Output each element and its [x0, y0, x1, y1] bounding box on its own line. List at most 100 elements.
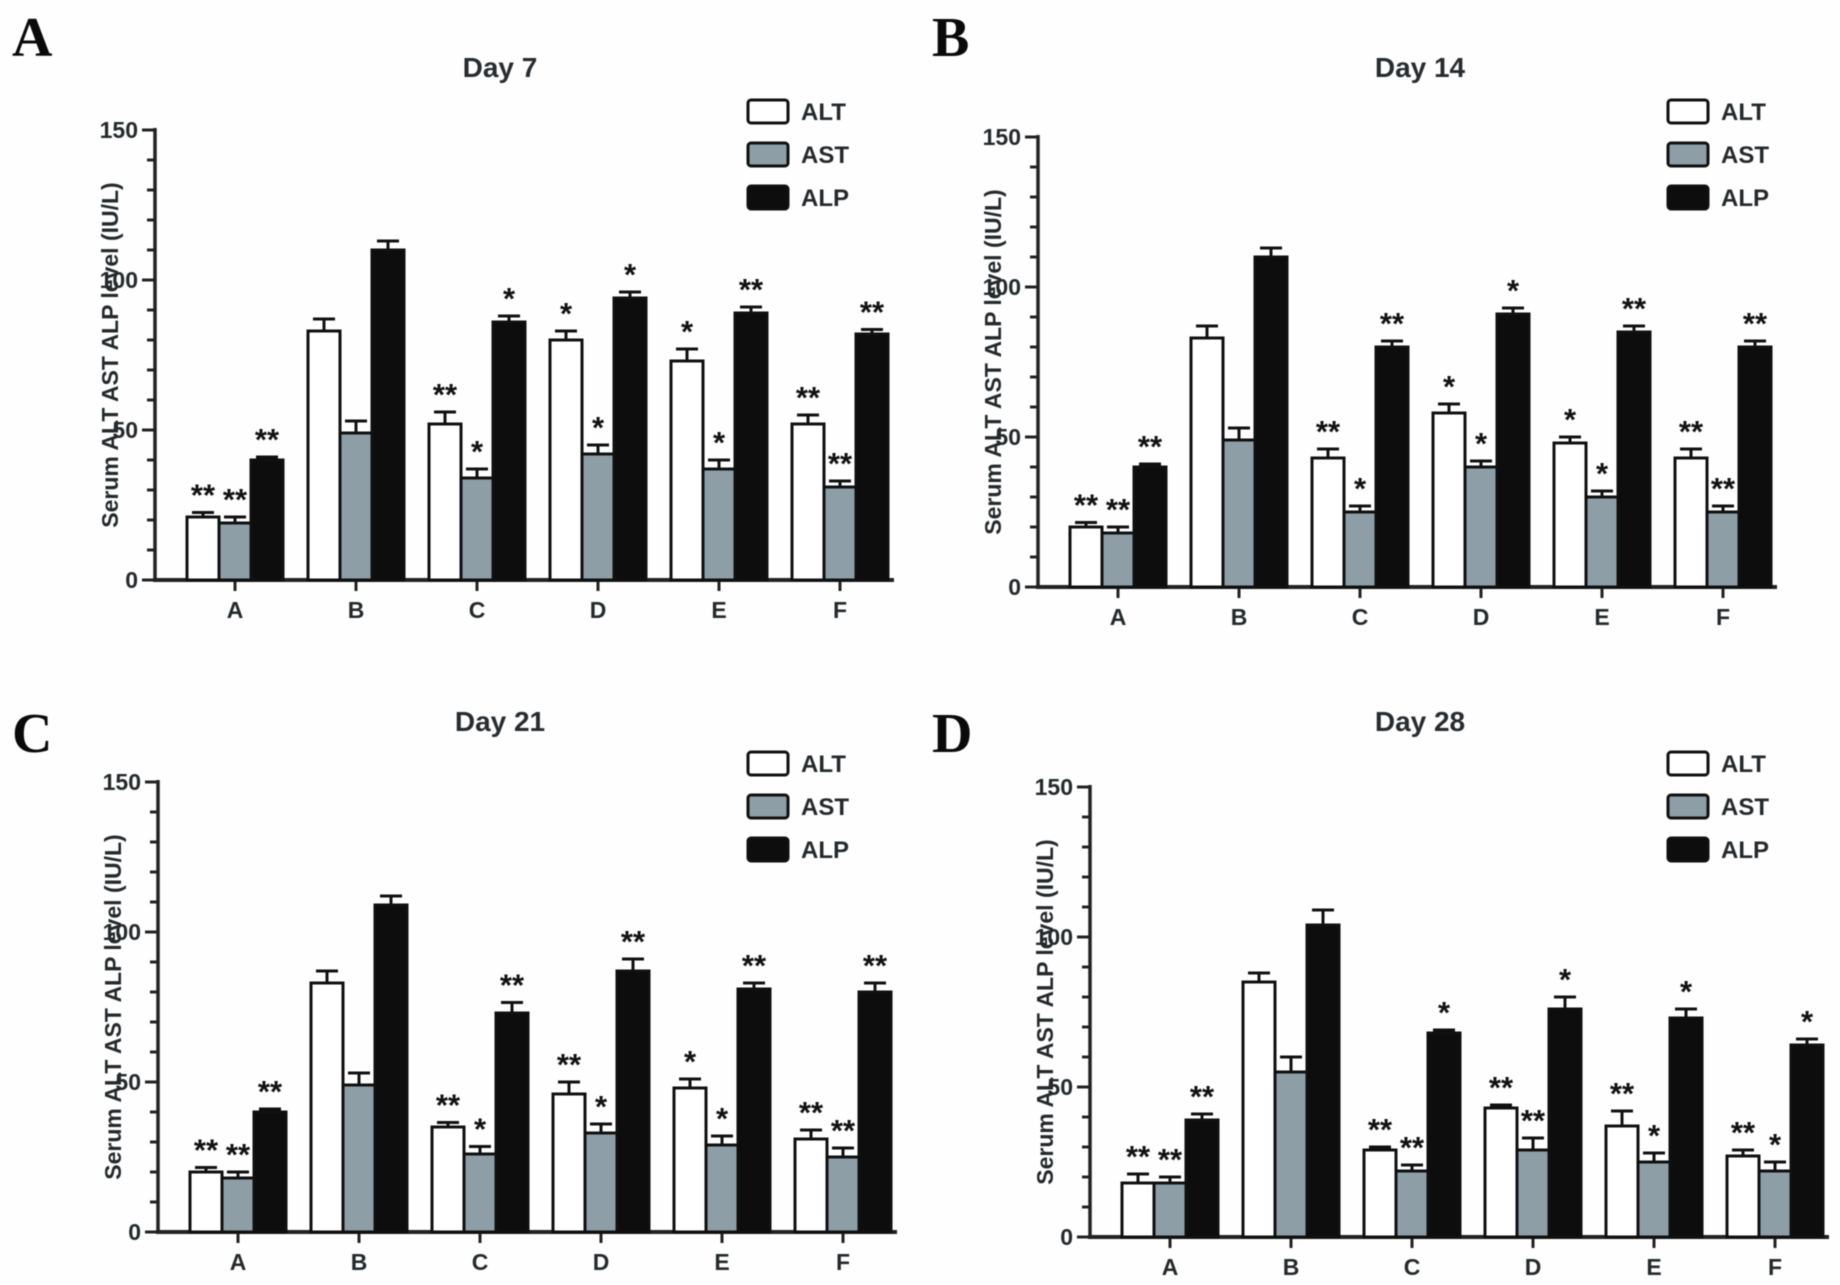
- x-tick-label: E: [1594, 604, 1609, 630]
- bar-alp-group-f: [1789, 1043, 1825, 1239]
- significance-label: *: [560, 296, 573, 331]
- y-tick-label: 150: [100, 117, 138, 143]
- bar-alp-group-d: [612, 296, 648, 582]
- x-tick-label: C: [1352, 604, 1369, 630]
- bar-alt-group-b: [306, 329, 342, 582]
- bar-alt-group-f: [793, 1137, 829, 1234]
- bar-alt-group-c: [427, 422, 463, 582]
- bar-ast-group-d: [580, 452, 616, 582]
- significance-label: **: [1138, 429, 1163, 464]
- bar-alt-group-c: [1310, 456, 1346, 589]
- bar-alt-group-a: [1120, 1181, 1156, 1239]
- legend-swatch-alp: [746, 836, 790, 863]
- legend-swatch-alp: [1666, 836, 1710, 863]
- legend-label: ALP: [801, 837, 849, 864]
- legend-label: ALT: [801, 751, 846, 778]
- x-tick-label: A: [227, 597, 244, 623]
- bar-alt-group-b: [309, 981, 345, 1234]
- significance-label: *: [1680, 974, 1693, 1009]
- bar-ast-group-b: [341, 1083, 377, 1234]
- bar-ast-group-f: [825, 1155, 861, 1234]
- bar-alt-group-f: [790, 422, 826, 582]
- significance-label: **: [1679, 414, 1704, 449]
- significance-label: **: [191, 478, 216, 513]
- significance-label: **: [223, 482, 248, 517]
- legend-swatch-ast: [746, 793, 790, 820]
- bar-alt-group-d: [551, 1092, 587, 1234]
- legend-label: ALP: [1721, 185, 1769, 212]
- y-tick-label: 50: [1047, 1074, 1073, 1100]
- x-tick-label: D: [590, 597, 607, 623]
- bar-alp-group-e: [1668, 1016, 1704, 1239]
- x-tick-label: C: [472, 1249, 489, 1275]
- significance-label: **: [1074, 488, 1099, 523]
- y-tick-label: 50: [995, 424, 1021, 450]
- significance-label: **: [796, 380, 821, 415]
- bar-alp-group-e: [1616, 330, 1652, 589]
- significance-label: *: [1443, 369, 1456, 404]
- legend-label: AST: [1721, 794, 1769, 821]
- significance-label: *: [595, 1089, 608, 1124]
- bar-alp-group-f: [857, 990, 893, 1234]
- significance-label: **: [799, 1095, 824, 1130]
- bar-alp-group-d: [1547, 1007, 1583, 1239]
- bar-ast-group-a: [217, 521, 253, 582]
- bar-alp-group-d: [1495, 312, 1531, 589]
- x-tick-label: B: [348, 597, 365, 623]
- bar-alp-group-c: [491, 320, 527, 582]
- panel-letter: D: [932, 703, 973, 765]
- significance-label: **: [226, 1137, 251, 1172]
- y-tick-label: 0: [1008, 574, 1021, 600]
- significance-label: *: [503, 281, 516, 316]
- significance-label: *: [1564, 402, 1577, 437]
- bar-ast-group-e: [1584, 495, 1620, 589]
- y-tick-label: 100: [1035, 924, 1073, 950]
- x-tick-label: B: [351, 1249, 368, 1275]
- panel-letter: A: [12, 7, 53, 69]
- bar-ast-group-d: [583, 1131, 619, 1234]
- legend-label: ALT: [801, 99, 846, 126]
- bar-ast-group-c: [459, 476, 495, 582]
- bar-ast-group-f: [822, 485, 858, 582]
- significance-label: **: [1489, 1070, 1514, 1105]
- bar-ast-group-c: [462, 1152, 498, 1234]
- significance-label: **: [1743, 306, 1768, 341]
- legend-swatch-ast: [746, 141, 790, 168]
- significance-label: **: [557, 1047, 582, 1082]
- x-tick-label: E: [714, 1249, 729, 1275]
- legend-swatch-alp: [746, 184, 790, 211]
- bar-ast-group-d: [1515, 1148, 1551, 1239]
- panel-letter: B: [932, 7, 970, 69]
- bar-ast-group-b: [338, 431, 374, 582]
- bar-alp-group-c: [494, 1011, 530, 1234]
- x-tick-label: B: [1231, 604, 1248, 630]
- bar-alp-group-c: [1426, 1031, 1462, 1239]
- bar-alt-group-e: [1552, 441, 1588, 589]
- panel-day7: A Day 7 Serum ALT AST ALP level (IU/L) 0…: [0, 0, 920, 645]
- chart-title: Day 7: [462, 52, 538, 83]
- bar-alt-group-e: [672, 1086, 708, 1234]
- significance-label: **: [1731, 1115, 1756, 1150]
- bar-alp-group-b: [370, 248, 406, 582]
- significance-label: *: [681, 314, 694, 349]
- y-tick-label: 150: [983, 124, 1021, 150]
- legend-swatch-ast: [1666, 793, 1710, 820]
- significance-label: **: [194, 1133, 219, 1168]
- x-tick-label: E: [711, 597, 726, 623]
- significance-label: *: [1801, 1004, 1814, 1039]
- significance-label: **: [255, 422, 280, 457]
- chart-title: Day 14: [1374, 52, 1466, 83]
- panel-day14: B Day 14 Serum ALT AST ALP level (IU/L) …: [920, 0, 1840, 645]
- bar-alt-group-e: [669, 359, 705, 582]
- significance-label: *: [624, 257, 637, 292]
- significance-label: **: [433, 377, 458, 412]
- significance-label: **: [1711, 471, 1736, 506]
- bar-alt-group-c: [430, 1125, 466, 1234]
- legend-swatch-alt: [1666, 98, 1710, 125]
- bar-alp-group-e: [733, 311, 769, 582]
- y-tick-label: 150: [1035, 774, 1073, 800]
- significance-label: *: [1475, 426, 1488, 461]
- significance-label: **: [500, 968, 525, 1003]
- significance-label: *: [474, 1112, 487, 1147]
